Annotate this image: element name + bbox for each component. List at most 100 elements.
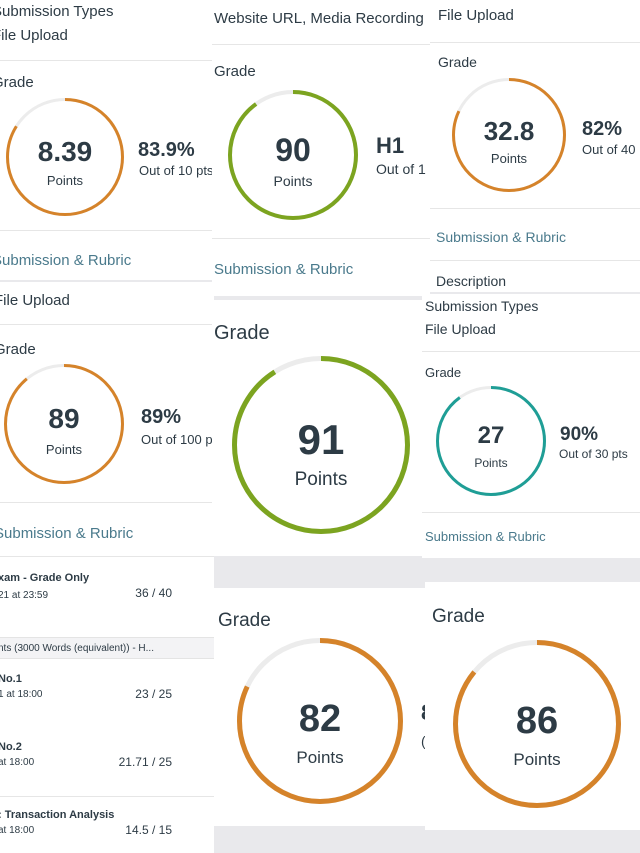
points-label: Points: [46, 173, 84, 188]
divider: [212, 44, 430, 45]
assignment-title: : Transaction Analysis: [0, 809, 115, 821]
points-label: Points: [273, 173, 313, 189]
grade-ring: 91 Points: [232, 356, 410, 534]
divider: [430, 260, 640, 261]
score-value: 91: [297, 416, 345, 463]
divider: [430, 208, 640, 209]
submission-type-value: File Upload: [0, 27, 68, 44]
score-value: 32.8: [483, 116, 535, 146]
submission-type-value: File Upload: [0, 292, 70, 309]
grade-ring: 86 Points: [453, 640, 621, 808]
score-value: 89: [48, 403, 80, 434]
group-header[interactable]: nts (3000 Words (equivalent)) - H...: [0, 637, 214, 659]
out-of-text: Out of 1: [376, 161, 426, 177]
grade-label: Grade: [0, 341, 36, 358]
submission-rubric-link[interactable]: Submission & Rubric: [214, 261, 354, 278]
submission-type-value: File Upload: [438, 7, 514, 24]
divider: [0, 60, 214, 61]
out-of-text: Out of 30 pts: [559, 447, 628, 461]
progress-ring-graphic: [452, 78, 566, 192]
submission-types-label: Submission Types: [425, 298, 539, 314]
divider: [0, 324, 214, 325]
grade-label: Grade: [214, 63, 256, 80]
assignment-title: No.1: [0, 673, 22, 685]
out-of-text: Out of 10 pts: [139, 163, 214, 178]
divider: [0, 796, 214, 797]
score-value: 8.39: [37, 136, 93, 167]
ring-progress-arc: [6, 98, 124, 216]
list-item[interactable]: xam - Grade Only 21 at 23:59 36 / 40: [0, 560, 214, 610]
assignment-score: 36 / 40: [135, 586, 172, 600]
assignment-score: 23 / 25: [135, 687, 172, 701]
ring-progress-arc: [4, 364, 124, 484]
percent-value: 90%: [560, 424, 599, 445]
percent-value: 82%: [582, 118, 623, 140]
divider: [0, 556, 214, 557]
panel-grade-8-39: Submission Types File Upload Grade 8.39 …: [0, 0, 214, 280]
letter-grade: H1: [376, 133, 405, 158]
points-label: Points: [45, 442, 83, 457]
grade-label: Grade: [438, 54, 477, 70]
panel-grade-86: Grade 86 Points: [425, 582, 640, 830]
percent-value: 83.9%: [138, 139, 195, 161]
list-item[interactable]: No.1 1 at 18:00 23 / 25: [0, 666, 214, 728]
grade-label: Grade: [214, 322, 270, 344]
out-of-text: (: [421, 733, 426, 749]
progress-ring-graphic: [453, 640, 621, 808]
submission-types-label: Submission Types: [0, 3, 114, 20]
score-value: 27: [477, 422, 505, 449]
score-value: 90: [275, 132, 311, 168]
grade-label: Grade: [0, 74, 34, 91]
ring-progress-arc: [232, 356, 410, 534]
points-label: Points: [513, 750, 561, 769]
panel-grade-82: Grade 82 Points 8 (: [214, 588, 430, 826]
out-of-text: Out of 40: [582, 142, 636, 157]
assignment-date: at 18:00: [0, 757, 35, 768]
percent-value: 89%: [141, 406, 182, 428]
panel-grade-91: Grade 91 Points: [212, 300, 430, 556]
description-label: Description: [436, 273, 507, 289]
assignment-date: 1 at 18:00: [0, 689, 43, 700]
progress-ring-graphic: [436, 386, 546, 496]
ring-progress-arc: [228, 90, 358, 220]
grade-label: Grade: [425, 365, 462, 380]
progress-ring-graphic: [232, 356, 410, 534]
panel-grade-27: Submission Types File Upload Grade 27 Po…: [422, 294, 640, 558]
divider: [0, 230, 214, 231]
grade-ring: 82 Points: [237, 638, 403, 804]
divider: [212, 238, 430, 239]
grade-label: Grade: [432, 606, 485, 627]
assignment-title: No.2: [0, 741, 22, 753]
progress-ring-graphic: [228, 90, 358, 220]
grade-ring: 90 Points: [228, 90, 358, 220]
out-of-text: Out of 100 pts: [141, 432, 214, 447]
list-item[interactable]: No.2 at 18:00 21.71 / 25: [0, 734, 214, 796]
divider: [430, 42, 640, 43]
assignment-score: 21.71 / 25: [118, 755, 172, 769]
submission-rubric-link[interactable]: Submission & Rubric: [0, 525, 134, 542]
score-value: 82: [298, 698, 342, 740]
group-header-label: nts (3000 Words (equivalent)) - H...: [0, 643, 154, 654]
points-label: Points: [474, 456, 508, 470]
submission-rubric-link[interactable]: Submission & Rubric: [425, 529, 546, 544]
panel-grade-32-8: File Upload Grade 32.8 Points 82% Out of…: [430, 0, 640, 292]
points-label: Points: [294, 469, 348, 490]
divider: [422, 512, 640, 513]
list-item[interactable]: : Transaction Analysis at 18:00 14.5 / 1…: [0, 802, 214, 852]
progress-ring-graphic: [6, 98, 124, 216]
assignment-score: 14.5 / 15: [125, 823, 172, 837]
submission-rubric-link[interactable]: Submission & Rubric: [436, 229, 566, 245]
ring-progress-arc: [237, 638, 403, 804]
grade-label: Grade: [218, 610, 271, 631]
grade-ring: 32.8 Points: [452, 78, 566, 192]
ring-progress-arc: [453, 640, 621, 808]
points-label: Points: [490, 151, 528, 166]
submission-rubric-link[interactable]: Submission & Rubric: [0, 252, 132, 269]
progress-ring-graphic: [237, 638, 403, 804]
divider: [0, 502, 214, 503]
ring-progress-arc: [436, 386, 546, 496]
score-value: 86: [515, 700, 559, 742]
grade-ring: 27 Points: [436, 386, 546, 496]
panel-grade-89: File Upload Grade 89 Points 89% Out of 1…: [0, 282, 214, 853]
grade-ring: 89 Points: [4, 364, 124, 484]
